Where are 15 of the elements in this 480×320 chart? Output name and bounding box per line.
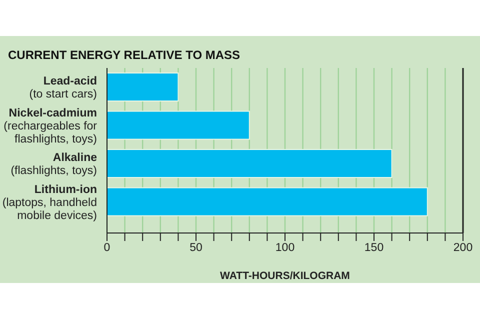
x-tick-label: 100 <box>275 242 295 254</box>
y-tick-label: Lithium-ion (laptops, handheld mobile devices) <box>2 184 98 222</box>
bar <box>107 187 428 216</box>
y-tick-label: Lead-acid (to start cars) <box>29 76 98 101</box>
x-axis-title: WATT-HOURS/KILOGRAM <box>220 270 350 282</box>
x-tick-label: 150 <box>364 242 384 254</box>
y-tick-label: Alkaline (flashlights, toys) <box>10 152 98 178</box>
bar <box>107 110 250 140</box>
y-tick-label: Nickel-cadmium (rechargeables for flashlights, toys) <box>4 107 98 146</box>
bar <box>107 72 179 102</box>
chart-title: CURRENT ENERGY RELATIVE TO MASS <box>8 48 240 62</box>
x-tick-label: 0 <box>104 242 110 254</box>
x-tick-label: 50 <box>190 242 202 254</box>
x-tick-label: 200 <box>453 242 473 254</box>
bar <box>107 149 392 178</box>
